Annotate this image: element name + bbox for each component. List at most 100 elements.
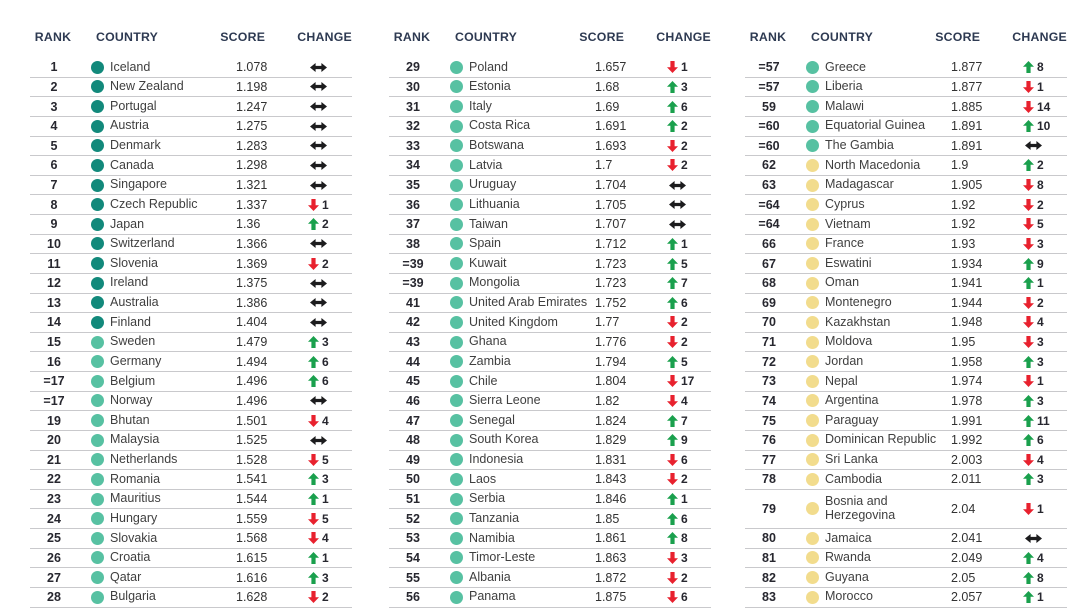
rank-cell: 45 <box>406 374 420 389</box>
table-row: 42 United Kingdom 1.77 2 <box>389 313 711 333</box>
ranking-table-column-3: RANK COUNTRY SCORE CHANGE =57 Greece 1.8… <box>745 28 1067 608</box>
change-value: 2 <box>681 138 688 153</box>
change-value: 2 <box>681 158 688 173</box>
score-cell: 1.693 <box>595 138 627 153</box>
country-cell: Equatorial Guinea <box>825 118 926 133</box>
change-cell: 1 <box>308 198 352 212</box>
change-value: 10 <box>1037 119 1051 134</box>
change-down-icon <box>667 591 678 604</box>
country-cell: Switzerland <box>110 236 175 251</box>
score-cell: 1.568 <box>236 531 268 546</box>
change-value: 6 <box>681 452 688 467</box>
change-value: 5 <box>681 256 688 271</box>
peace-tier-dot-icon <box>450 335 463 349</box>
change-cell: 2 <box>308 257 352 271</box>
table-body: 29 Poland 1.657 1 30 Estonia 1.68 3 31 I… <box>389 58 711 608</box>
country-cell: Cambodia <box>825 471 882 486</box>
rank-cell: 9 <box>50 217 58 232</box>
change-header: CHANGE <box>656 30 711 44</box>
table-row: 35 Uruguay 1.704 <box>389 176 711 196</box>
rank-cell: 41 <box>406 295 420 310</box>
table-row: 77 Sri Lanka 2.003 4 <box>745 451 1067 471</box>
table-row: 59 Malawi 1.885 14 <box>745 97 1067 117</box>
table-row: 51 Serbia 1.846 1 <box>389 490 711 510</box>
peace-tier-dot-icon <box>450 355 463 369</box>
rank-cell: 63 <box>762 178 776 193</box>
change-cell: 2 <box>308 217 352 231</box>
rank-cell: 76 <box>762 433 776 448</box>
score-cell: 1.885 <box>951 99 983 114</box>
score-cell: 1.804 <box>595 374 627 389</box>
table-row: 45 Chile 1.804 17 <box>389 372 711 392</box>
change-value: 1 <box>322 550 329 565</box>
change-same-icon <box>1025 141 1042 151</box>
change-up-icon <box>308 571 319 584</box>
country-cell: Paraguay <box>825 412 879 427</box>
country-cell: Liberia <box>825 79 863 94</box>
change-cell: 4 <box>1023 315 1067 329</box>
change-cell: 3 <box>667 551 711 565</box>
score-cell: 1.891 <box>951 119 983 134</box>
change-up-icon <box>1023 159 1034 172</box>
score-cell: 1.944 <box>951 295 983 310</box>
change-cell <box>308 317 352 327</box>
score-cell: 1.616 <box>236 570 268 585</box>
peace-tier-dot-icon <box>450 374 463 388</box>
score-cell: 2.003 <box>951 452 983 467</box>
rank-cell: =64 <box>758 217 780 232</box>
peace-tier-dot-icon <box>806 531 819 545</box>
peace-tier-dot-icon <box>450 394 463 408</box>
table-row: 36 Lithuania 1.705 <box>389 195 711 215</box>
table-row: 29 Poland 1.657 1 <box>389 58 711 78</box>
change-cell: 10 <box>1023 119 1067 133</box>
rank-cell: 72 <box>762 354 776 369</box>
peace-tier-dot-icon <box>91 531 104 545</box>
country-cell: North Macedonia <box>825 157 921 172</box>
score-cell: 1.824 <box>595 413 627 428</box>
table-row: 52 Tanzania 1.85 6 <box>389 509 711 529</box>
peace-tier-dot-icon <box>91 217 104 231</box>
rank-cell: 50 <box>406 472 420 487</box>
change-cell: 6 <box>667 296 711 310</box>
score-cell: 1.275 <box>236 119 268 134</box>
change-cell: 6 <box>667 590 711 604</box>
table-row: 14 Finland 1.404 <box>30 313 352 333</box>
change-value: 1 <box>1037 501 1044 516</box>
rank-cell: =57 <box>758 79 780 94</box>
rank-cell: 83 <box>762 590 776 605</box>
change-cell: 1 <box>667 237 711 251</box>
table-row: =64 Cyprus 1.92 2 <box>745 195 1067 215</box>
rank-cell: 53 <box>406 531 420 546</box>
table-row: 82 Guyana 2.05 8 <box>745 568 1067 588</box>
rank-cell: 77 <box>762 452 776 467</box>
rank-cell: 31 <box>406 99 420 114</box>
change-value: 1 <box>1037 590 1044 605</box>
table-row: 2 New Zealand 1.198 <box>30 78 352 98</box>
change-up-icon <box>667 296 678 309</box>
change-cell: 2 <box>1023 158 1067 172</box>
score-cell: 1.525 <box>236 433 268 448</box>
score-cell: 1.92 <box>951 197 976 212</box>
peace-tier-dot-icon <box>450 531 463 545</box>
change-value: 1 <box>322 197 329 212</box>
peace-tier-dot-icon <box>806 237 819 251</box>
score-cell: 1.247 <box>236 99 268 114</box>
rank-cell: =64 <box>758 197 780 212</box>
peace-tier-dot-icon <box>450 100 463 114</box>
rank-cell: 29 <box>406 60 420 75</box>
rank-cell: 56 <box>406 590 420 605</box>
rank-cell: =60 <box>758 119 780 134</box>
table-row: 68 Oman 1.941 1 <box>745 274 1067 294</box>
rank-cell: 16 <box>47 354 61 369</box>
change-value: 4 <box>322 531 329 546</box>
rank-cell: 79 <box>762 501 776 516</box>
change-value: 3 <box>681 550 688 565</box>
change-up-icon <box>308 218 319 231</box>
country-cell: Ghana <box>469 334 507 349</box>
table-row: 54 Timor-Leste 1.863 3 <box>389 549 711 569</box>
change-cell: 3 <box>1023 355 1067 369</box>
rank-cell: 42 <box>406 315 420 330</box>
country-cell: Lithuania <box>469 196 520 211</box>
country-cell: Italy <box>469 98 492 113</box>
